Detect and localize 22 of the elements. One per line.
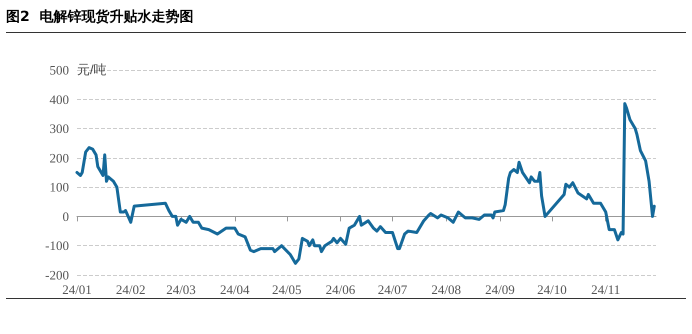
- line-series: [76, 102, 656, 265]
- y-tick-label: 500: [50, 62, 69, 78]
- x-tick-label: 24/11: [591, 282, 620, 297]
- y-tick-label: -100: [45, 238, 69, 254]
- x-tick-label: 24/01: [62, 282, 92, 297]
- x-tick-label: 24/05: [272, 282, 302, 297]
- y-tick-label: -200: [45, 268, 69, 282]
- y-tick-label: 300: [50, 121, 69, 136]
- x-tick-label: 24/04: [220, 282, 250, 297]
- y-tick-label: 400: [50, 92, 69, 107]
- y-tick-label: 100: [50, 180, 69, 195]
- y-tick-label: 200: [50, 150, 69, 166]
- x-tick-label: 24/02: [116, 282, 146, 297]
- x-tick-label: 24/07: [378, 282, 408, 297]
- x-tick-label: 24/03: [166, 282, 196, 297]
- x-tick-label: 24/09: [485, 282, 515, 297]
- y-axis-title: 元/吨: [77, 62, 107, 77]
- x-tick-label: 24/10: [537, 282, 567, 297]
- y-tick-label: 0: [62, 208, 69, 224]
- x-tick-label: 24/06: [326, 282, 356, 297]
- x-tick-label: 24/08: [431, 282, 462, 297]
- chart-title: 图2 电解锌现货升贴水走势图: [6, 8, 686, 33]
